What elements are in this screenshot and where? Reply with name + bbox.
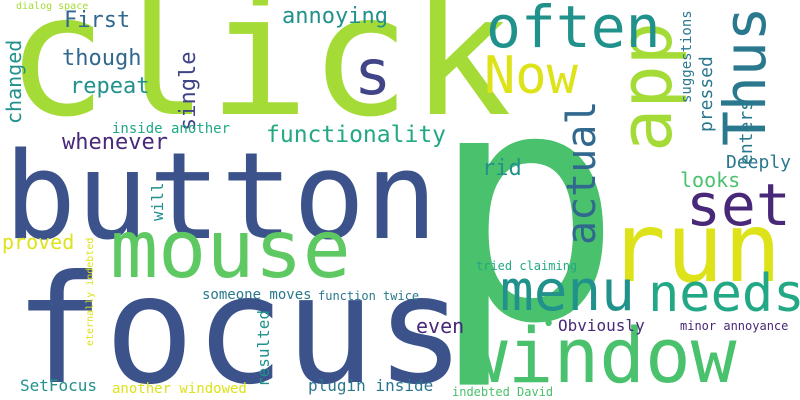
word-will: will xyxy=(148,182,167,221)
word-deeply: Deeply xyxy=(726,152,792,173)
word-focus: focus xyxy=(14,244,466,400)
word-proved: proved xyxy=(2,230,75,254)
word-needs: needs xyxy=(648,264,800,324)
word-p: p xyxy=(430,22,623,394)
word-setfocus: SetFocus xyxy=(20,376,98,395)
word-dialog-space: dialog space xyxy=(16,1,89,12)
word-whenever: whenever xyxy=(62,130,168,155)
word-suggestions: suggestions xyxy=(679,10,695,103)
word-annoying: annoying xyxy=(282,4,388,29)
word-changed: changed xyxy=(2,39,26,124)
word-eternally-indebted: eternally indebted xyxy=(85,237,96,346)
word-function-twice: function twice xyxy=(318,289,420,303)
word-looks: looks xyxy=(680,168,741,192)
word-rid: rid xyxy=(482,156,522,181)
word-repeat: repeat xyxy=(70,74,150,99)
word-button: button xyxy=(4,128,438,267)
word-functionality: functionality xyxy=(266,122,447,148)
word-tried-claiming: tried claiming xyxy=(476,259,578,273)
word-minor-annoyance: minor annoyance xyxy=(680,319,789,333)
word-now: Now xyxy=(484,46,578,106)
word-set: set xyxy=(686,171,791,239)
word-plugin-inside: plugin inside xyxy=(308,376,434,395)
word-s: s xyxy=(354,36,392,109)
word-actual: actual xyxy=(559,100,605,246)
word-someone-moves: someone moves xyxy=(202,287,312,303)
word-mouse: mouse xyxy=(110,203,351,296)
word-obviously: Obviously xyxy=(558,316,645,335)
word-indebted-david: indebted David xyxy=(452,385,554,399)
word-inside-another: inside another xyxy=(112,121,231,137)
word-run: run xyxy=(608,192,782,304)
word-window: window xyxy=(462,311,737,400)
word-another-windowed: another windowed xyxy=(112,381,247,397)
word-menu: menu xyxy=(500,259,635,324)
dot-mark: • xyxy=(542,312,556,337)
word-though: though xyxy=(62,46,142,71)
word-resulted: resulted xyxy=(254,309,273,387)
word-click: click xyxy=(6,0,512,154)
word-pressed: pressed xyxy=(696,56,717,132)
word-first: First xyxy=(64,8,131,33)
word-single: single xyxy=(176,51,201,131)
word-often: often xyxy=(486,0,661,61)
word-even: even xyxy=(416,314,465,338)
